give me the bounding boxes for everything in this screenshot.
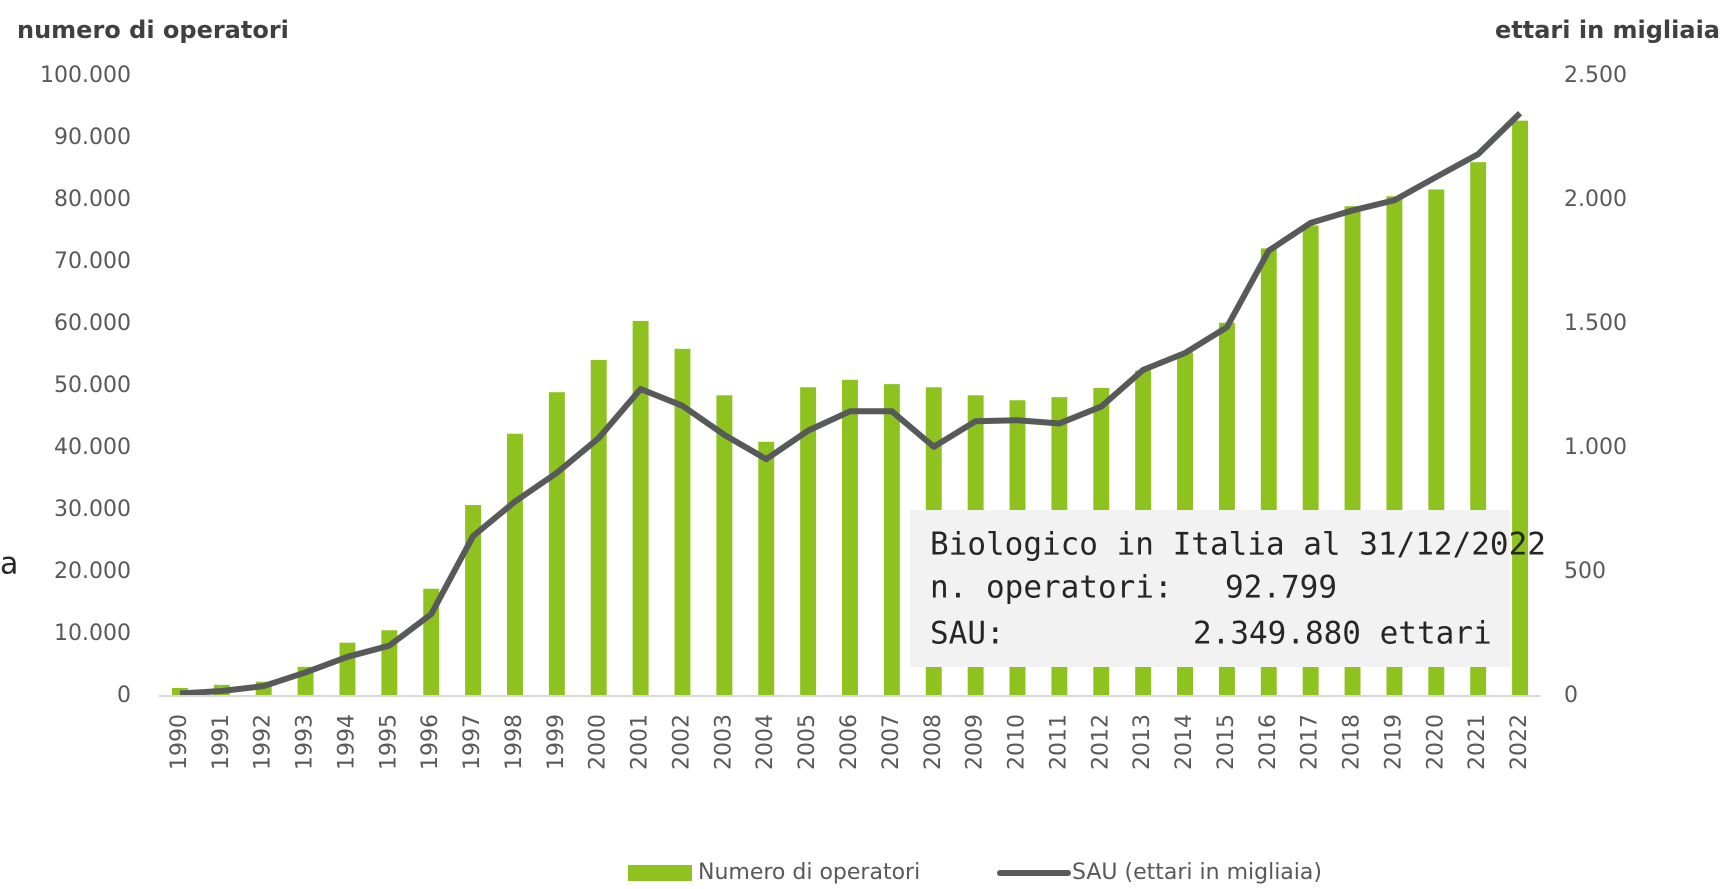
x-tick-label: 1998 <box>502 714 527 770</box>
x-tick-label: 2021 <box>1465 714 1490 770</box>
line <box>179 111 1523 697</box>
x-tick-label: 2022 <box>1507 714 1532 770</box>
annotation-value: 2.349.880 ettari <box>1193 616 1492 652</box>
y2-tick-label: 2.500 <box>1564 63 1627 88</box>
y-axis-title: numero di operatori <box>17 16 289 44</box>
y-tick-label: 60.000 <box>54 311 131 336</box>
annotation-value: 92.799 <box>1225 570 1337 606</box>
bar <box>1512 120 1529 697</box>
x-tick-label: 2015 <box>1214 714 1239 770</box>
fragment: a <box>0 547 18 582</box>
x-tick-label: 2017 <box>1298 714 1323 770</box>
bar <box>883 384 900 696</box>
y-tick-label: 90.000 <box>54 125 131 150</box>
y2-axis-title: ettari in migliaia <box>1495 16 1720 44</box>
x-tick-label: 2000 <box>586 714 611 770</box>
x-tick-label: 2016 <box>1256 714 1281 770</box>
x-tick-label: 2014 <box>1172 714 1197 770</box>
x-tick-label: 1992 <box>251 714 276 770</box>
x-tick-label: 1993 <box>293 714 318 770</box>
x-tick-label: 2003 <box>711 714 736 770</box>
y-tick-label: 20.000 <box>54 559 131 584</box>
x-tick-label: 2008 <box>921 714 946 770</box>
y-tick-label: 30.000 <box>54 497 131 522</box>
bar <box>339 642 356 696</box>
x-tick-label: 1996 <box>418 714 443 770</box>
bar <box>716 395 733 696</box>
legend-label: Numero di operatori <box>698 860 920 885</box>
x-tick-label: 2010 <box>1005 714 1030 770</box>
x-tick-label: 2004 <box>753 714 778 770</box>
bar <box>590 359 607 696</box>
y2-tick-label: 1.500 <box>1564 311 1627 336</box>
bar <box>758 441 775 696</box>
bar <box>465 505 482 696</box>
y-tick-label: 10.000 <box>54 621 131 646</box>
bar <box>674 348 691 696</box>
x-tick-label: 2019 <box>1381 714 1406 770</box>
x-tick-label: 1991 <box>209 714 234 770</box>
x-tick-label: 2002 <box>669 714 694 770</box>
y2-tick-label: 0 <box>1564 683 1578 708</box>
annotation-box <box>910 510 1510 667</box>
y-tick-label: 0 <box>117 683 131 708</box>
y-tick-label: 50.000 <box>54 373 131 398</box>
x-tick-label: 2020 <box>1423 714 1448 770</box>
x-tick-label: 2006 <box>837 714 862 770</box>
y2-tick-label: 500 <box>1564 559 1606 584</box>
annotation-title: Biologico in Italia al 31/12/2022 <box>930 527 1546 563</box>
annotation-label: n. operatori: <box>930 570 1173 606</box>
x-tick-label: 2011 <box>1046 714 1071 770</box>
legend-label: SAU (ettari in migliaia) <box>1072 860 1322 885</box>
bar <box>548 392 565 696</box>
bar <box>632 320 649 696</box>
annotation-label: SAU: <box>930 616 1005 652</box>
y-tick-label: 70.000 <box>54 249 131 274</box>
x-tick-label: 1999 <box>544 714 569 770</box>
bar <box>507 433 523 696</box>
x-tick-label: 2012 <box>1088 714 1113 770</box>
x-tick-label: 2009 <box>963 714 988 770</box>
x-tick-label: 1990 <box>167 714 192 770</box>
bar <box>842 379 858 696</box>
x-tick-label: 1997 <box>460 714 485 770</box>
y-tick-label: 80.000 <box>54 187 131 212</box>
y2-tick-label: 2.000 <box>1564 187 1627 212</box>
x-tick-label: 2018 <box>1340 714 1365 770</box>
x-tick-label: 2007 <box>879 714 904 770</box>
x-tick-label: 1995 <box>376 714 401 770</box>
x-tick-label: 2001 <box>628 714 653 770</box>
x-tick-label: 2005 <box>795 714 820 770</box>
x-tick-label: 2013 <box>1130 714 1155 770</box>
y-tick-label: 100.000 <box>40 63 131 88</box>
bar <box>800 387 817 696</box>
y-tick-label: 40.000 <box>54 435 131 460</box>
legend-swatch <box>628 865 692 881</box>
y2-tick-label: 1.000 <box>1564 435 1627 460</box>
x-tick-label: 1994 <box>334 714 359 770</box>
